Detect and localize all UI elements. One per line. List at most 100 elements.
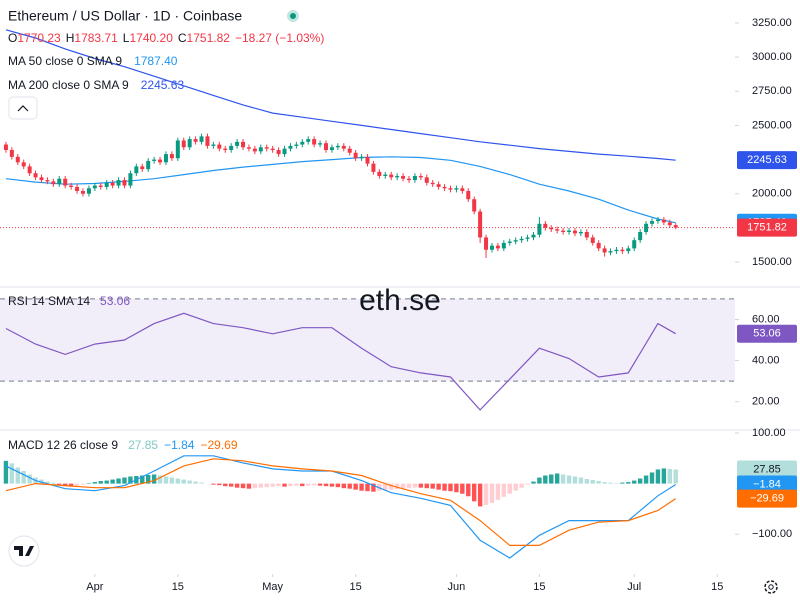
ohlc-value: 1751.82 [187,31,231,45]
candle-body [169,154,174,159]
candle-body [312,139,317,145]
candle-body [9,150,14,157]
histogram-bar [590,480,595,484]
histogram-bar [466,483,471,497]
candle-body [472,199,477,212]
histogram-bar [21,470,26,484]
histogram-bar [489,483,495,503]
legend-value: 1787.40 [134,54,178,68]
candle-body [489,245,494,250]
legend-value: −29.69 [200,438,237,452]
candle-body [152,159,157,161]
histogram-bar [584,479,590,484]
settings-button[interactable] [764,580,778,594]
histogram-bar [454,483,459,493]
candle-body [555,229,560,231]
candle-body [329,147,334,151]
histogram-bar [317,483,323,486]
candle-body [75,186,80,192]
candle-body [673,225,678,228]
ohlc-value: 1740.20 [129,31,173,45]
candle-body [39,177,44,181]
candle-body [454,188,459,190]
value-badge-label: −1.84 [753,478,781,490]
y-tick-label: 2750.00 [752,85,792,97]
legend-name: MACD 12 26 close 9 [8,438,118,452]
candle-body [460,188,465,192]
x-tick-label: 15 [172,581,184,593]
histogram-bar [406,483,412,489]
candle-body [235,141,240,146]
candle-body [86,188,91,194]
histogram-bar [359,483,364,491]
legend-name: MA 50 close 0 SMA 9 [8,54,122,68]
histogram-bar [389,483,394,490]
logo-mark [14,546,34,556]
candle-body [181,140,186,148]
value-badge-label: 27.85 [753,463,781,475]
histogram-bar [608,482,613,484]
candle-body [146,160,151,170]
histogram-bar [51,482,56,484]
candle-body [223,148,228,151]
value-badge [737,489,797,508]
y-tick-label: 40.00 [752,354,780,366]
rsi-legend: RSI 14 SMA 14 53.06 [8,294,130,308]
candle-body [448,188,453,190]
histogram-bar [614,483,619,484]
candle-body [412,175,417,181]
plot-area [0,22,739,577]
histogram-bar [448,483,453,492]
histogram-bar [365,483,370,492]
histogram-bar [667,468,672,484]
y-tick-label: 100.00 [752,427,786,439]
candle-body [128,173,133,186]
value-badge-label: 2245.63 [747,154,787,166]
ohlc-key: H [66,31,75,45]
histogram-bar [282,483,287,487]
legend-name: RSI 14 SMA 14 [8,294,90,308]
ohlc-key: C [178,31,187,45]
x-tick-label: 15 [350,581,362,593]
candle-body [406,178,411,181]
histogram-bar [400,483,406,489]
candle-body [383,174,388,176]
histogram-bar [335,483,341,488]
histogram-bar [181,479,186,484]
candle-body [667,222,672,226]
histogram-bar [655,469,661,484]
histogram-bar [110,479,115,484]
histogram-bar [353,483,358,490]
histogram-bar [412,483,418,488]
value-badge [737,218,797,237]
histogram-bar [537,477,542,484]
collapse-button[interactable] [8,96,38,120]
candle-body [418,175,423,178]
histogram-bar [193,481,198,484]
histogram-bar [104,480,109,484]
x-tick-label: 15 [533,581,545,593]
candle-body [602,248,607,253]
histogram-bar [288,483,293,487]
candle-body [306,139,311,142]
candle-body [300,141,305,145]
histogram-bar [643,475,649,484]
ohlc-key: O [8,31,17,45]
rsi-line [5,312,676,411]
candle-body [211,144,216,146]
histogram-bar [602,482,607,484]
candle-body [644,223,649,232]
candle-body [229,145,234,151]
histogram-bar [240,483,246,489]
histogram-bar [347,483,352,489]
y-tick-label: 20.00 [752,396,780,408]
histogram-bar [187,480,192,484]
histogram-bar [637,478,643,484]
histogram-bar [673,469,678,484]
histogram-bar [341,483,346,489]
candle-body [655,219,660,222]
histogram-bar [258,483,264,488]
candle-body [365,156,370,164]
histogram-bar [68,483,74,487]
